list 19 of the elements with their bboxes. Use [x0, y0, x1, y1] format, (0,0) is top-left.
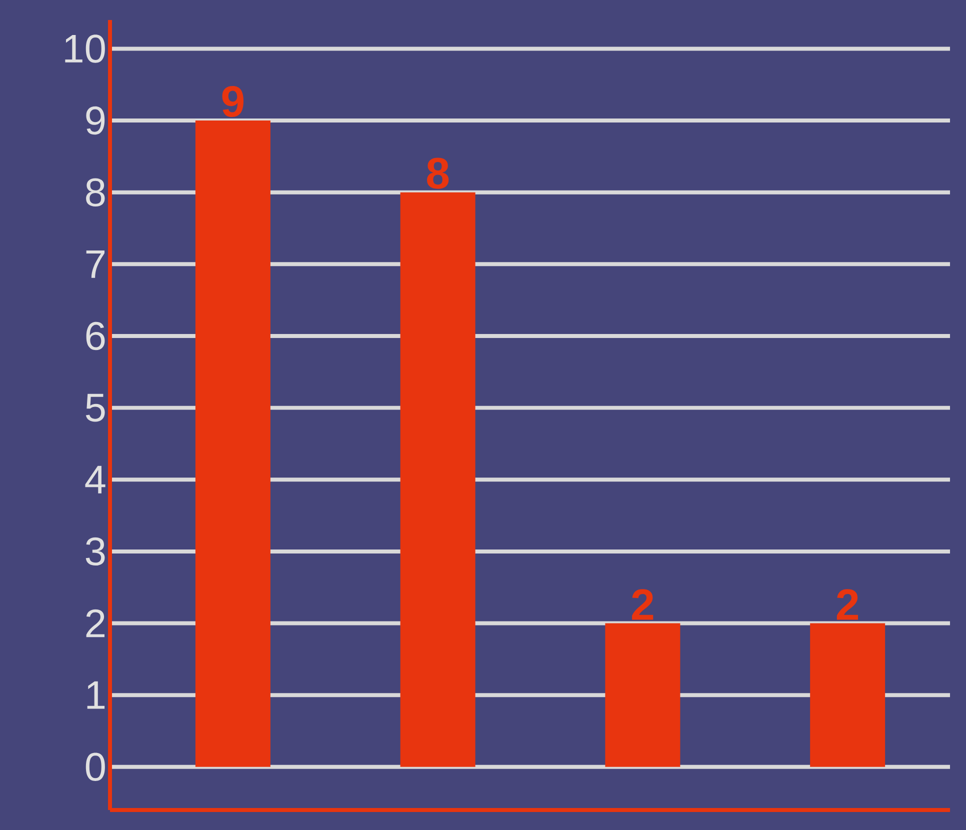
y-tick-label: 3	[86, 537, 105, 566]
data-label: 9	[222, 86, 244, 118]
bar	[195, 120, 270, 767]
y-tick-label: 2	[86, 609, 104, 638]
y-tick-label: 7	[86, 250, 104, 278]
y-tick-label: 10	[65, 34, 105, 63]
bar	[605, 623, 680, 767]
y-tick-label: 1	[87, 681, 105, 709]
y-tick-label: 4	[85, 466, 106, 494]
bar	[810, 623, 886, 767]
bar	[400, 192, 476, 767]
y-tick-label: 8	[86, 178, 105, 206]
data-label: 2	[836, 589, 858, 620]
data-label: 8	[427, 158, 449, 189]
y-tick-label: 5	[86, 394, 105, 422]
y-tick-label: 0	[86, 752, 105, 782]
data-label: 2	[632, 589, 654, 620]
y-tick-label: 6	[86, 322, 105, 350]
y-tick-label: 9	[86, 106, 105, 135]
